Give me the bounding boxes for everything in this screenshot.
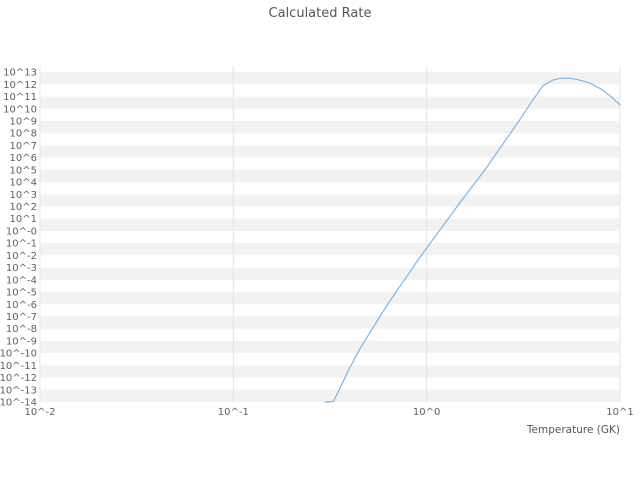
- plot-band: [40, 316, 620, 329]
- plot-band: [40, 267, 620, 280]
- plot-band: [40, 145, 620, 158]
- y-tick-label: 10^2: [10, 202, 37, 213]
- plot-band: [40, 218, 620, 231]
- plot-band: [40, 292, 620, 305]
- x-tick-label: 10^-2: [24, 407, 55, 418]
- y-tick-label: 10^10: [3, 104, 37, 115]
- x-tick-label: 10^0: [413, 407, 440, 418]
- plot-band: [40, 169, 620, 183]
- rate-line-series: [324, 77, 621, 403]
- plot-band: [40, 340, 620, 354]
- chart-title: Calculated Rate: [269, 6, 372, 21]
- rate-line: [324, 77, 621, 403]
- y-tick-label: 10^5: [10, 165, 37, 176]
- y-tick-label: 10^-6: [6, 300, 37, 311]
- y-tick-label: 10^-9: [6, 336, 37, 347]
- y-tick-label: 10^-8: [6, 324, 37, 335]
- plot-band: [40, 194, 620, 207]
- y-tick-label: 10^-12: [0, 373, 37, 384]
- y-tick-label: 10^-7: [6, 312, 37, 323]
- y-tick-label: 10^12: [3, 80, 37, 91]
- grid-lines: [39, 66, 621, 402]
- y-tick-label: 10^9: [10, 116, 37, 127]
- plot-band: [40, 96, 620, 109]
- x-axis-title: Temperature (GK): [526, 424, 620, 436]
- y-tick-label: 10^-5: [6, 288, 37, 299]
- plot-band: [40, 120, 620, 134]
- y-tick-label: 10^-4: [6, 275, 37, 286]
- y-tick-label: 10^8: [10, 129, 37, 140]
- y-tick-label: 10^4: [10, 178, 37, 189]
- x-axis-labels: 10^-2 10^-1 10^0 10^1: [24, 407, 633, 418]
- y-tick-label: 10^-11: [0, 361, 37, 372]
- y-tick-label: 10^-1: [6, 239, 37, 250]
- x-tick-label: 10^1: [606, 407, 633, 418]
- y-tick-label: 10^-2: [6, 251, 37, 262]
- y-tick-label: 10^-13: [0, 385, 37, 396]
- y-tick-label: 10^1: [10, 214, 37, 225]
- x-tick-label: 10^-1: [218, 407, 249, 418]
- y-tick-label: 10^-0: [6, 226, 37, 237]
- y-tick-label: 10^-14: [0, 398, 37, 409]
- y-tick-label: 10^11: [3, 92, 37, 103]
- plot-bands: [40, 72, 620, 402]
- y-tick-label: 10^6: [10, 153, 37, 164]
- plot-band: [40, 243, 620, 256]
- plot-band: [40, 365, 620, 378]
- y-tick-label: 10^-10: [0, 349, 37, 360]
- plot-band: [40, 72, 620, 85]
- y-tick-label: 10^7: [10, 141, 37, 152]
- y-tick-label: 10^-3: [6, 263, 37, 274]
- plot-band: [40, 389, 620, 402]
- y-tick-label: 10^3: [10, 190, 37, 201]
- y-tick-label: 10^13: [3, 68, 37, 79]
